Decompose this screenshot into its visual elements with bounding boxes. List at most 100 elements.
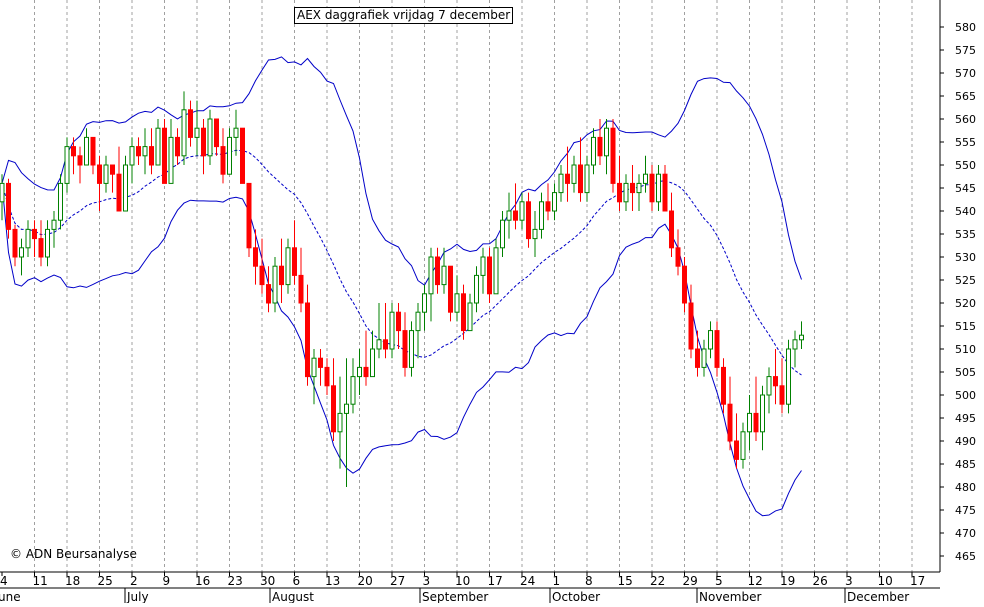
candle [175,128,180,165]
candle [441,247,447,294]
y-tick-label: 525 [955,274,976,287]
x-tick-label: 24 [520,574,535,588]
x-tick-label: 13 [325,574,340,588]
candle [331,358,336,441]
candle [0,174,5,221]
candle [402,312,408,377]
candle [305,284,310,386]
candle [337,376,343,469]
candles [0,91,804,487]
candle [32,220,37,257]
candle [513,183,518,230]
candle [214,118,219,156]
candle [461,284,466,340]
candle [714,321,720,377]
candle [318,349,323,386]
candle [669,192,674,257]
candle [110,164,115,193]
candle [552,183,557,221]
candle [422,284,427,331]
candle [532,211,538,257]
x-tick-label: 12 [748,574,763,588]
copyright-label: © ADN Beursanalyse [10,547,137,561]
candle [194,100,200,156]
candle [480,247,486,294]
x-tick-label: 17 [910,574,925,588]
candle [448,265,453,322]
candle [357,349,362,395]
month-label: August [272,590,314,603]
month-label: November [699,590,761,603]
candle [799,321,804,349]
candle [454,275,460,322]
candle [246,182,252,257]
candle [636,174,642,211]
vertical-gridlines [34,0,913,572]
candle [233,109,239,156]
candle [58,174,63,230]
candle [760,385,765,451]
y-tick-label: 505 [955,366,976,379]
candle [721,358,726,414]
y-tick-label: 500 [955,389,976,402]
candle [649,165,655,211]
x-tick-label: 15 [618,574,633,588]
month-label: September [422,590,488,603]
candle [324,358,330,395]
candle [734,413,739,469]
candle [220,128,226,184]
candle [6,178,11,239]
candle [396,303,401,349]
x-tick-label: 17 [488,574,503,588]
x-tick-label: 11 [33,574,48,588]
candle [545,183,551,221]
candle [584,155,590,202]
x-tick-label: 3 [845,574,853,588]
candle [376,303,382,359]
candle [64,137,70,193]
x-tick-label: 20 [358,574,373,588]
candle [519,192,525,230]
candle [84,128,89,166]
x-tick-label: 3 [423,574,431,588]
candle [12,224,18,267]
x-tick-label: 29 [683,574,698,588]
y-tick-label: 510 [955,343,976,356]
candle [727,376,733,451]
y-tick-label: 465 [955,550,976,563]
x-tick-label: 27 [390,574,405,588]
candle [786,339,791,414]
x-tick-label: 10 [455,574,470,588]
x-tick-label: 5 [715,574,723,588]
candle [766,367,772,414]
y-tick-label: 555 [955,136,976,149]
candle [51,211,57,248]
candle [240,127,245,184]
y-tick-label: 470 [955,527,976,540]
candle [168,119,174,184]
candle [597,119,603,165]
candle [526,192,531,248]
axes [0,0,941,589]
candle [779,358,785,414]
candle [155,119,161,166]
y-tick-label: 560 [955,113,976,126]
candle [188,100,193,147]
candle [617,155,622,211]
candle [266,266,271,313]
candle [688,284,694,359]
candle [71,137,76,175]
candle [311,349,317,405]
candle [38,220,44,267]
candle [103,155,109,193]
y-tick-label: 550 [955,159,976,172]
candle [435,247,440,294]
candle [285,238,291,294]
candle [259,238,265,294]
y-tick-label: 530 [955,251,976,264]
x-tick-label: 4 [0,574,8,588]
candle [630,165,635,211]
candle [136,137,141,165]
candle [181,91,187,165]
